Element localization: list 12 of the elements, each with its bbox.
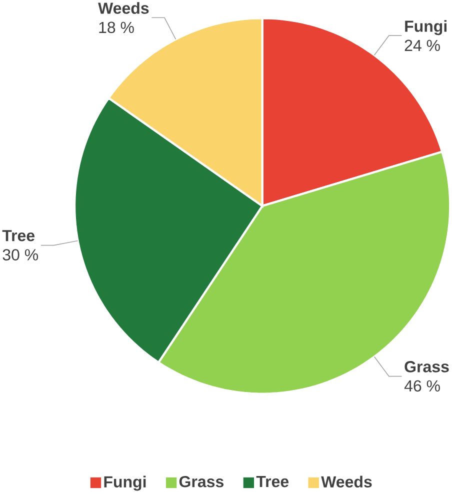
data-label: 30 %	[2, 249, 38, 260]
slice-label: Grass	[404, 361, 449, 372]
slice-label: Tree	[2, 230, 35, 242]
data-label: 18 %	[99, 22, 134, 34]
data-label: 24 %	[405, 40, 440, 52]
legend-label: Weeds	[321, 476, 372, 488]
legend-label: Fungi	[104, 476, 146, 491]
data-label: 46 %	[404, 380, 440, 392]
slice-label: Weeds	[98, 2, 149, 14]
slice-label: Fungi	[405, 20, 447, 36]
legend-label: Grass	[180, 476, 224, 488]
legend-label: Tree	[256, 476, 289, 488]
